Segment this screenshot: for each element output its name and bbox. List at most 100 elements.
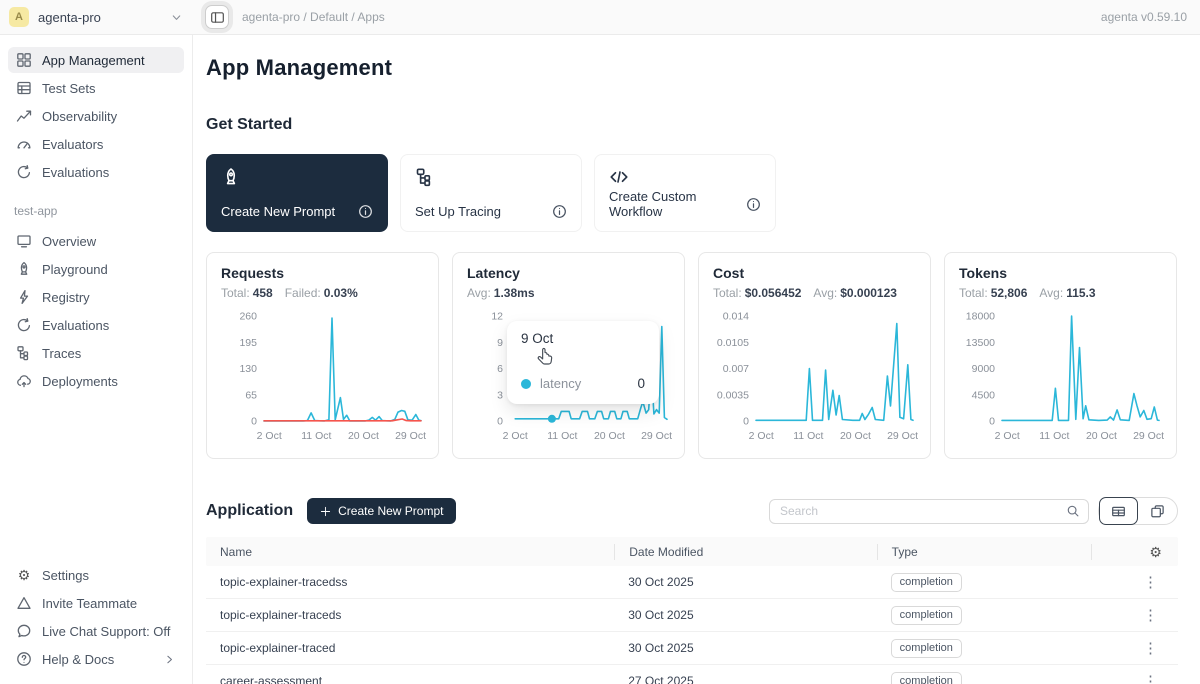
cursor-pointer-icon <box>536 347 555 366</box>
create-new-prompt-button[interactable]: Create New Prompt <box>307 498 456 524</box>
row-menu-button[interactable]: ⋮ <box>1139 672 1162 684</box>
main-content: App Management Get Started Create New Pr… <box>193 35 1200 684</box>
chart-title: Requests <box>221 265 424 281</box>
cost-chart[interactable]: 0.0140.01050.0070.003502 Oct11 Oct20 Oct… <box>713 308 918 448</box>
get-started-card-row: Set Up Tracing <box>415 204 567 219</box>
search-icon <box>1066 504 1080 518</box>
requests-series-failed <box>264 419 421 421</box>
sidebar-item-label: Test Sets <box>42 81 176 96</box>
table-row-topic-explainer-traceds[interactable]: topic-explainer-traceds30 Oct 2025comple… <box>206 599 1178 632</box>
svg-text:18000: 18000 <box>966 311 995 323</box>
tree-icon <box>415 167 435 187</box>
sidebar-item-registry[interactable]: Registry <box>8 284 184 310</box>
gauge-icon <box>16 136 32 152</box>
svg-text:0: 0 <box>989 416 995 428</box>
sidebar-item-evaluations[interactable]: Evaluations <box>8 312 184 338</box>
sidebar-app-section-label: test-app <box>8 187 184 228</box>
sidebar-item-label: Evaluators <box>42 137 176 152</box>
svg-text:0.014: 0.014 <box>723 311 749 323</box>
chart-title: Latency <box>467 265 670 281</box>
get-started-card-set-up-tracing[interactable]: Set Up Tracing <box>400 154 582 232</box>
svg-text:2 Oct: 2 Oct <box>257 430 282 442</box>
sidebar-primary-nav: App Management Test Sets Observability Eval… <box>8 47 184 187</box>
sidebar-bottom-nav: ⚙ Settings Invite TeammateLive Chat Suppor… <box>8 562 184 674</box>
sidebar-item-evaluators[interactable]: Evaluators <box>8 131 184 157</box>
cell-type: completion <box>877 639 1091 658</box>
type-badge: completion <box>891 573 962 592</box>
grid-icon <box>16 52 32 68</box>
cell-date-modified: 27 Oct 2025 <box>614 674 876 684</box>
gear-icon: ⚙ <box>16 567 32 583</box>
rocket-icon <box>221 167 241 187</box>
sidebar-toggle-button[interactable] <box>205 5 229 29</box>
sidebar-item-playground[interactable]: Playground <box>8 256 184 282</box>
cost-chart-card: CostTotal:$0.056452Avg:$0.0001230.0140.0… <box>698 252 931 459</box>
column-header-type[interactable]: Type <box>877 544 1091 560</box>
column-header-date-modified[interactable]: Date Modified <box>614 544 876 560</box>
get-started-card-label: Create Custom Workflow <box>609 189 746 219</box>
column-header-name[interactable]: Name <box>206 544 614 560</box>
info-icon[interactable] <box>746 197 761 212</box>
sidebar-item-live-chat-support-off[interactable]: Live Chat Support: Off <box>8 618 184 644</box>
table-row-topic-explainer-tracedss[interactable]: topic-explainer-tracedss30 Oct 2025compl… <box>206 566 1178 599</box>
column-settings-button[interactable]: ⚙ <box>1091 544 1178 560</box>
svg-text:260: 260 <box>239 311 257 323</box>
sidebar-item-invite-teammate[interactable]: Invite Teammate <box>8 590 184 616</box>
sidebar-item-overview[interactable]: Overview <box>8 228 184 254</box>
sidebar-item-traces[interactable]: Traces <box>8 340 184 366</box>
chevron-right-icon <box>163 653 176 666</box>
svg-text:11 Oct: 11 Oct <box>1039 430 1069 442</box>
question-icon <box>16 651 32 667</box>
row-menu-button[interactable]: ⋮ <box>1139 573 1162 592</box>
breadcrumb: agenta-pro / Default / Apps <box>242 10 385 24</box>
code-icon <box>609 167 629 187</box>
row-menu-button[interactable]: ⋮ <box>1139 606 1162 625</box>
row-menu-button[interactable]: ⋮ <box>1139 639 1162 658</box>
search-input[interactable] <box>769 499 1089 524</box>
svg-text:9: 9 <box>497 337 503 349</box>
info-icon[interactable] <box>358 204 373 219</box>
sidebar-item-help-docs[interactable]: Help & Docs <box>8 646 184 672</box>
cell-date-modified: 30 Oct 2025 <box>614 575 876 589</box>
cell-type: completion <box>877 606 1091 625</box>
sidebar-item-label: App Management <box>42 53 176 68</box>
table-row-career-assessment[interactable]: career-assessment27 Oct 2025completion⋮ <box>206 665 1178 684</box>
cell-name: career-assessment <box>206 674 614 684</box>
chart-title: Tokens <box>959 265 1162 281</box>
chart-stats: Avg:1.38ms <box>467 286 670 300</box>
cell-date-modified: 30 Oct 2025 <box>614 608 876 622</box>
series-dot <box>521 379 531 389</box>
table-row-topic-explainer-traced[interactable]: topic-explainer-traced30 Oct 2025complet… <box>206 632 1178 665</box>
workspace-name: agenta-pro <box>38 10 161 25</box>
get-started-card-create-custom-workflow[interactable]: Create Custom Workflow <box>594 154 776 232</box>
tokens-chart[interactable]: 18000135009000450002 Oct11 Oct20 Oct29 O… <box>959 308 1164 448</box>
chart-stat: Total:458 <box>221 286 273 300</box>
chart-stat: Failed:0.03% <box>285 286 358 300</box>
sidebar-item-label: Overview <box>42 234 176 249</box>
sidebar-item-evaluations[interactable]: Evaluations <box>8 159 184 185</box>
sidebar-item-observability[interactable]: Observability <box>8 103 184 129</box>
svg-text:0.0035: 0.0035 <box>717 389 749 401</box>
sidebar-item-label: Playground <box>42 262 176 277</box>
card-view-button[interactable] <box>1138 497 1177 525</box>
chart-tooltip: 9 Octlatency0 <box>507 321 659 404</box>
sidebar-item-label: Help & Docs <box>42 652 153 667</box>
workspace-selector[interactable]: A agenta-pro <box>0 0 193 34</box>
sidebar-item-label: Deployments <box>42 374 176 389</box>
chart-stat: Total:$0.056452 <box>713 286 801 300</box>
sidebar-item-test-sets[interactable]: Test Sets <box>8 75 184 101</box>
chart-stats: Total:52,806Avg:115.3 <box>959 286 1162 300</box>
info-icon[interactable] <box>552 204 567 219</box>
sidebar-item-settings[interactable]: ⚙ Settings <box>8 562 184 588</box>
svg-text:4500: 4500 <box>972 389 996 401</box>
requests-chart[interactable]: 2601951306502 Oct11 Oct20 Oct29 Oct <box>221 308 426 448</box>
sidebar-item-deployments[interactable]: Deployments <box>8 368 184 394</box>
sidebar-item-app-management[interactable]: App Management <box>8 47 184 73</box>
svg-text:0: 0 <box>743 416 749 428</box>
panel-left-icon <box>210 10 225 25</box>
card-view-icon <box>1150 504 1165 519</box>
get-started-card-create-new-prompt[interactable]: Create New Prompt <box>206 154 388 232</box>
sidebar-item-label: Settings <box>42 568 176 583</box>
svg-text:9000: 9000 <box>972 363 996 375</box>
table-view-button[interactable] <box>1099 497 1138 525</box>
